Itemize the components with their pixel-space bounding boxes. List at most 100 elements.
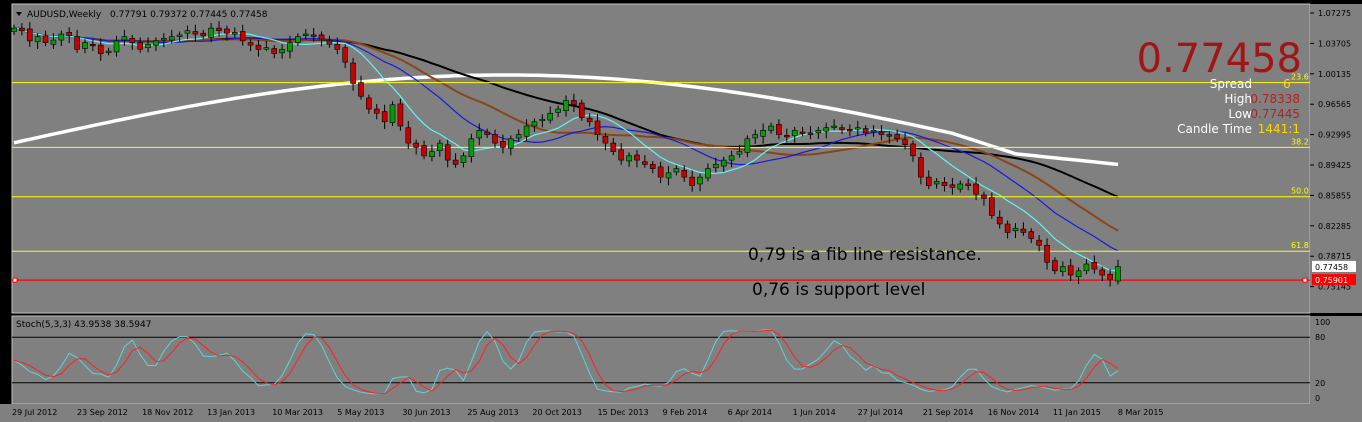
stoch-label: Stoch(5,3,3) 43.9538 38.5947: [16, 320, 151, 330]
stoch-panel[interactable]: [11, 315, 1311, 405]
bull-candle: [870, 129, 877, 133]
bull-candle: [429, 151, 435, 157]
bull-candle: [760, 129, 766, 137]
bull-candle: [121, 36, 128, 41]
candle-time-value: 1441:1: [1258, 122, 1300, 136]
bull-candle: [176, 34, 183, 37]
time-tick-label: 9 Feb 2014: [663, 408, 708, 417]
price-tick-label: 1.00135: [1318, 70, 1351, 79]
bull-candle: [145, 43, 151, 49]
blue-ma-line: [13, 27, 1119, 252]
bear-candle: [413, 142, 419, 148]
bull-candle: [555, 108, 561, 113]
low-value: 0.77445: [1250, 107, 1300, 121]
bull-candle: [168, 36, 175, 41]
bull-candle: [854, 127, 861, 130]
stoch-axis: [1310, 316, 1362, 404]
bear-candle: [366, 97, 372, 110]
bull-candle: [744, 138, 751, 153]
bear-candle: [484, 131, 490, 135]
time-tick-label: 27 Jul 2014: [858, 408, 903, 417]
bear-candle: [578, 102, 585, 118]
cyan-ma-line: [13, 27, 1119, 272]
bear-candle: [334, 43, 341, 50]
bear-candle: [26, 28, 33, 42]
spread-value: 6: [1283, 77, 1291, 91]
bear-candle: [326, 40, 333, 45]
time-tick-label: 29 Jul 2012: [12, 408, 57, 417]
bear-candle: [681, 170, 688, 178]
bull-candle: [279, 49, 285, 54]
fib-label: 61.8: [1291, 241, 1309, 250]
bear-candle: [224, 28, 230, 34]
price-tick-label: 0.82285: [1318, 222, 1351, 231]
price-tick-label: 0.92995: [1318, 131, 1351, 140]
bull-candle: [539, 118, 546, 122]
bear-candle: [1107, 273, 1113, 280]
time-tick-label: 8 Mar 2015: [1118, 408, 1164, 417]
spread-label: Spread: [1210, 77, 1252, 91]
bear-candle: [358, 82, 364, 97]
bear-candle: [1052, 260, 1058, 272]
bear-candle: [910, 143, 916, 157]
stoch-scale-label: 100: [1315, 318, 1330, 327]
bear-candle: [783, 135, 790, 138]
bear-candle: [200, 32, 207, 37]
bull-candle: [437, 142, 443, 152]
bear-candle: [594, 120, 601, 135]
bull-candle: [476, 129, 483, 139]
time-scale: 29 Jul 2012 23 Sep 2012 18 Nov 2012 13 Jan …: [12, 408, 1164, 417]
bear-candle: [634, 154, 640, 161]
bull-candle: [823, 127, 830, 132]
bull-candle: [389, 104, 396, 123]
last-price-tag-label: 0.77458: [1315, 263, 1348, 272]
bear-candle: [342, 47, 349, 63]
bull-candle: [665, 172, 672, 179]
bull-candle: [468, 138, 475, 157]
bear-candle: [689, 176, 695, 186]
time-tick-label: 10 Mar 2013: [272, 408, 323, 417]
time-axis: [0, 404, 1362, 422]
bull-candle: [523, 125, 530, 137]
dropdown-arrow-icon[interactable]: [16, 12, 22, 16]
bear-candle: [74, 36, 80, 50]
bull-candle: [531, 121, 538, 127]
bear-candle: [657, 166, 664, 178]
stoch-signal-line: [13, 329, 1119, 395]
price-tick-label: 0.85855: [1318, 191, 1351, 200]
time-tick-label: 16 Nov 2014: [988, 408, 1039, 417]
bull-candle: [82, 42, 88, 49]
bear-candle: [381, 111, 388, 123]
time-tick-label: 5 May 2013: [337, 408, 384, 417]
bull-candle: [295, 36, 301, 43]
bear-candle: [1020, 228, 1027, 233]
bear-candle: [776, 124, 782, 135]
price-tick-label: 0.96565: [1318, 100, 1351, 109]
bull-candle: [11, 27, 17, 32]
bear-candle: [137, 42, 143, 50]
bear-candle: [973, 183, 979, 195]
bear-candle: [894, 134, 901, 140]
bear-candle: [1036, 239, 1042, 246]
fib-lines: 23.6 38.2 50.0 61.8: [12, 73, 1310, 283]
bear-candle: [97, 44, 104, 54]
bear-candle: [310, 34, 317, 37]
bull-candle: [697, 176, 703, 185]
bull-candle: [713, 164, 719, 169]
bull-candle: [1012, 227, 1019, 232]
bull-candle: [705, 168, 711, 179]
bear-candle: [618, 149, 625, 161]
bear-candle: [799, 131, 806, 134]
bull-candle: [1083, 263, 1090, 272]
bear-candle: [350, 62, 356, 84]
low-label: Low: [1228, 107, 1252, 121]
bull-candle: [515, 134, 522, 139]
white-ma-line: [13, 73, 1119, 167]
bull-candle: [1075, 270, 1082, 278]
bull-candle: [720, 159, 727, 167]
stochastic-lines: 100 80 20 0: [12, 318, 1330, 403]
support-handle-right: [1302, 277, 1308, 283]
bear-candle: [90, 43, 96, 47]
bear-candle: [878, 131, 885, 135]
